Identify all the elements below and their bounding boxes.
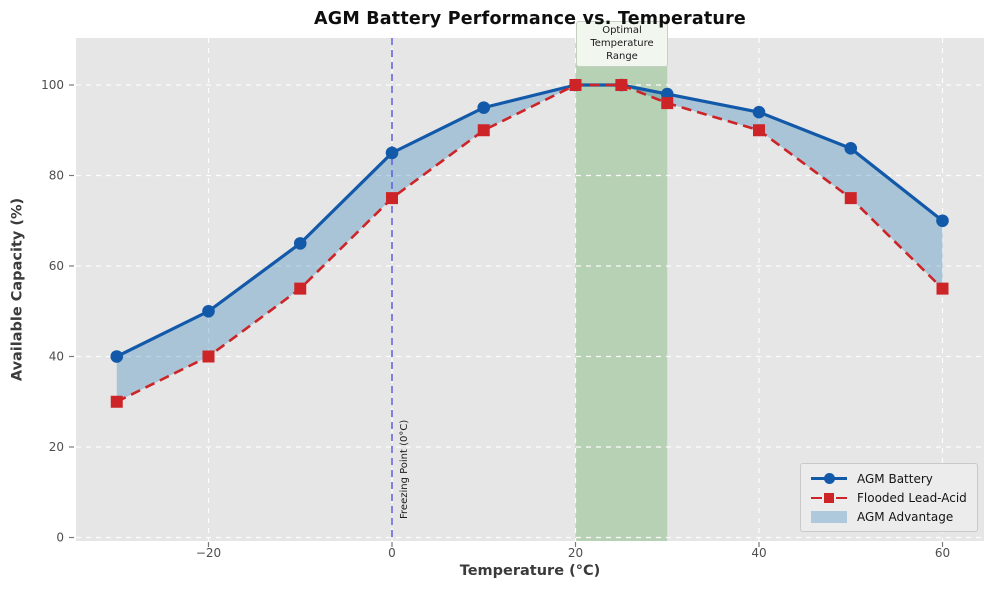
legend-item-agm-advantage: AGM Advantage [811,509,967,524]
legend: AGM Battery Flooded Lead-Acid AGM Advant… [800,463,978,532]
x-tick-label: 0 [388,546,396,560]
optimal-range-annotation: Optimal Temperature Range [576,21,668,67]
y-axis-label: Available Capacity (%) [9,197,26,382]
flooded-dash-icon [836,496,847,500]
flooded-data-point [615,79,628,91]
flooded-data-point [844,192,857,205]
y-tick-label: 40 [49,350,64,364]
agm-advantage-patch-swatch [811,510,847,524]
flooded-line-marker-swatch [811,491,847,505]
y-tick-label: 0 [56,531,64,545]
agm-line-marker-swatch [811,472,847,486]
y-tick-label: 20 [49,440,64,454]
y-tick-label: 80 [49,169,64,183]
flooded-data-point [202,350,215,363]
legend-label: AGM Advantage [857,509,954,524]
agm-data-point [844,142,858,155]
flooded-data-point [386,192,398,205]
x-tick-label: 60 [935,546,950,560]
agm-circle-marker-icon [823,473,835,484]
agm-data-point [110,350,124,363]
x-axis-label: Temperature (°C) [459,563,601,579]
flooded-data-point [661,97,674,110]
agm-data-point [202,304,215,318]
agm-data-point [293,237,307,250]
freezing-point-annotation: Freezing Point (0°C) [399,419,410,519]
legend-label: AGM Battery [857,471,933,486]
chart-title: AGM Battery Performance vs. Temperature [314,9,746,29]
y-tick-label: 100 [41,78,64,92]
flooded-data-point [110,395,123,408]
flooded-data-point [936,282,949,295]
agm-data-point [477,101,491,114]
agm-data-point [752,105,766,119]
plot-area [76,38,984,541]
x-tick-label: 40 [751,546,766,560]
fill-patch-icon [811,510,847,523]
flooded-data-point [294,282,307,295]
agm-data-point [936,214,949,228]
x-tick-label: 20 [568,546,583,560]
legend-item-agm-battery: AGM Battery [811,471,967,486]
x-tick-label: −20 [196,546,221,560]
flooded-data-point [569,79,582,91]
flooded-data-point [753,124,765,137]
y-tick-label: 60 [49,259,64,273]
flooded-dash-icon [811,496,822,500]
optimal-range-span [575,38,668,541]
agm-data-point [385,146,399,160]
legend-label: Flooded Lead-Acid [857,490,967,505]
legend-item-flooded-lead-acid: Flooded Lead-Acid [811,490,967,505]
flooded-square-marker-icon [824,493,834,503]
flooded-data-point [477,124,490,137]
